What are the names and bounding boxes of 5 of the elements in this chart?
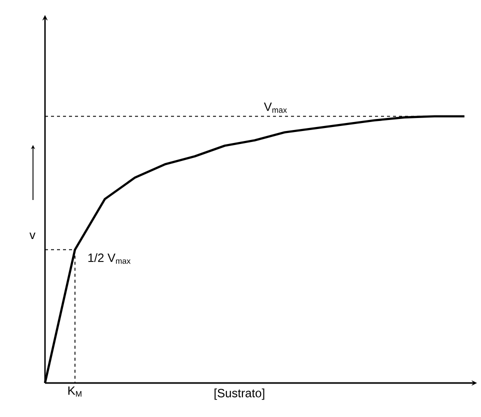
ref-line-label: V$_{max}$ (264, 102, 287, 113)
ref-line-label: 1/2 V$_{max}$ (88, 253, 131, 264)
text: K$_{M}$ (68, 386, 82, 397)
x-axis-title: [Sustrato] (214, 388, 264, 400)
y-axis-title: v (30, 232, 36, 239)
